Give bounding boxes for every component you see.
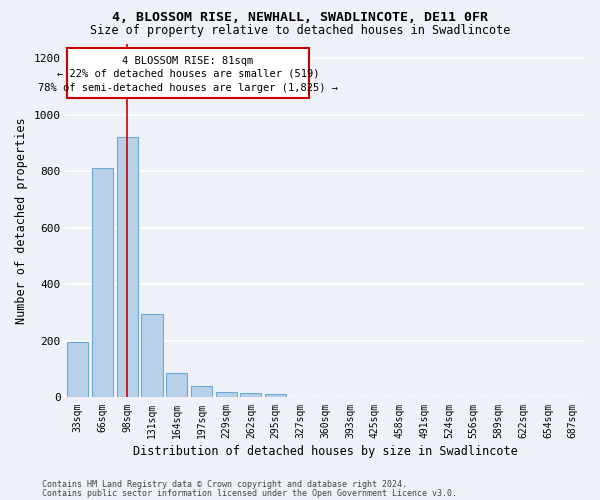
Bar — [92, 168, 113, 398]
FancyBboxPatch shape — [67, 48, 309, 98]
Text: ← 22% of detached houses are smaller (519): ← 22% of detached houses are smaller (51… — [56, 69, 319, 79]
Bar — [166, 374, 187, 398]
Text: 4, BLOSSOM RISE, NEWHALL, SWADLINCOTE, DE11 0FR: 4, BLOSSOM RISE, NEWHALL, SWADLINCOTE, D… — [112, 11, 488, 24]
Y-axis label: Number of detached properties: Number of detached properties — [15, 118, 28, 324]
X-axis label: Distribution of detached houses by size in Swadlincote: Distribution of detached houses by size … — [133, 444, 518, 458]
Bar — [142, 314, 163, 398]
Bar — [67, 342, 88, 398]
Text: Contains HM Land Registry data © Crown copyright and database right 2024.: Contains HM Land Registry data © Crown c… — [42, 480, 407, 489]
Text: Contains public sector information licensed under the Open Government Licence v3: Contains public sector information licen… — [42, 488, 457, 498]
Bar — [117, 138, 138, 398]
Bar — [191, 386, 212, 398]
Text: Size of property relative to detached houses in Swadlincote: Size of property relative to detached ho… — [90, 24, 510, 37]
Bar — [216, 392, 237, 398]
Text: 4 BLOSSOM RISE: 81sqm: 4 BLOSSOM RISE: 81sqm — [122, 56, 254, 66]
Bar — [241, 393, 262, 398]
Bar — [265, 394, 286, 398]
Text: 78% of semi-detached houses are larger (1,825) →: 78% of semi-detached houses are larger (… — [38, 83, 338, 93]
